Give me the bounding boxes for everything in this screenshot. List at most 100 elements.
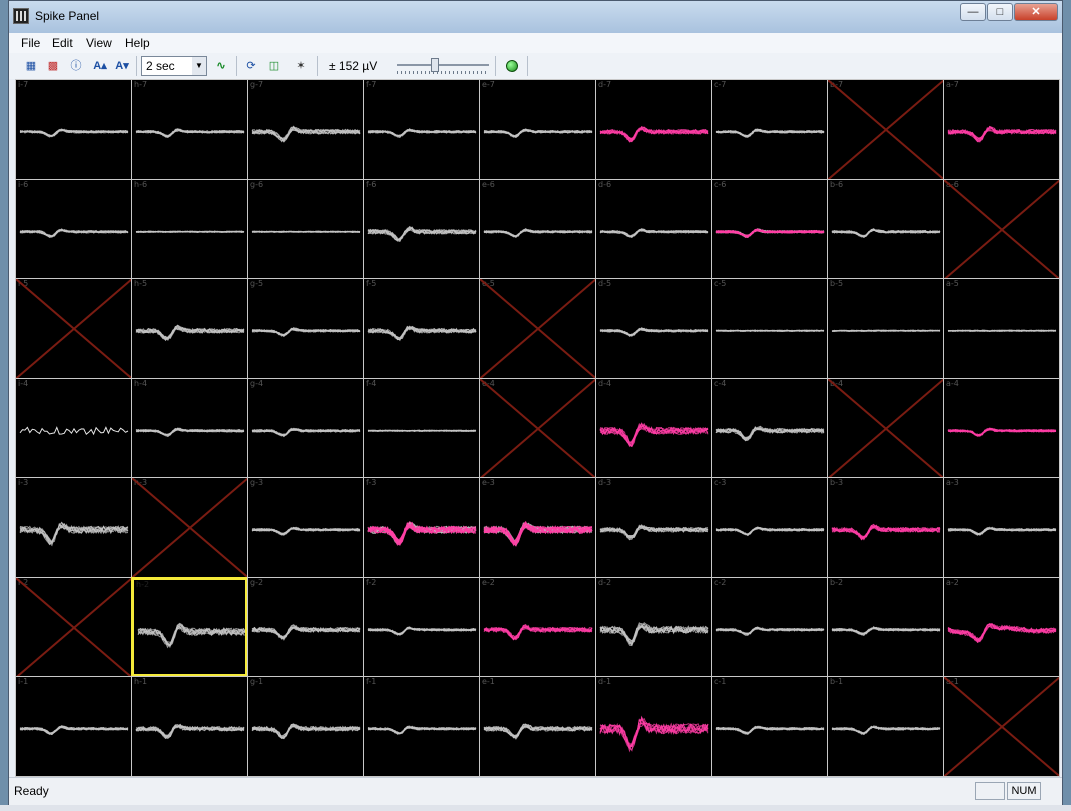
channel-cell-f-5[interactable]: f-5 [363, 278, 480, 379]
channel-cell-g-7[interactable]: g-7 [247, 79, 364, 180]
channel-label: b-1 [830, 677, 844, 687]
time-window-select[interactable]: 2 sec ▼ [141, 56, 207, 76]
color-icon[interactable]: ▩ [47, 60, 59, 72]
spike-trace [599, 716, 709, 750]
font-increase-icon[interactable]: A▴ [93, 60, 107, 72]
channel-cell-d-3[interactable]: d-3 [595, 477, 712, 578]
antenna-icon[interactable]: ✶ [296, 60, 306, 72]
channel-cell-b-6[interactable]: b-6 [827, 178, 944, 280]
channel-cell-h-5[interactable]: h-5 [131, 278, 248, 379]
sort-icon[interactable]: ◫ [268, 60, 280, 72]
disabled-x-line [828, 80, 943, 179]
channel-cell-b-3[interactable]: b-3 [827, 477, 944, 578]
channel-cell-c-7[interactable]: c-7 [711, 79, 828, 180]
run-indicator-icon[interactable] [503, 57, 521, 75]
channel-cell-d-2[interactable]: d-2 [595, 576, 712, 678]
menu-view[interactable]: View [86, 36, 112, 50]
channel-layout-icon[interactable]: ▦ [25, 60, 37, 72]
channel-cell-f-7[interactable]: f-7 [363, 79, 480, 180]
slider-thumb[interactable] [431, 58, 439, 72]
channel-cell-b-7[interactable]: b-7 [827, 79, 944, 180]
channel-cell-f-1[interactable]: f-1 [363, 676, 480, 777]
channel-cell-e-6[interactable]: e-6 [479, 178, 596, 280]
channel-cell-c-4[interactable]: c-4 [711, 377, 828, 479]
info-icon[interactable]: ⓘ [70, 60, 82, 72]
channel-cell-g-5[interactable]: g-5 [247, 278, 364, 379]
channel-cell-e-2[interactable]: e-2 [479, 576, 596, 678]
channel-cell-h-2[interactable]: h-2 [131, 576, 248, 678]
channel-cell-a-7[interactable]: a-7 [943, 79, 1060, 180]
channel-label: c-4 [714, 378, 727, 388]
channel-cell-c-5[interactable]: c-5 [711, 278, 828, 379]
channel-cell-e-1[interactable]: e-1 [479, 676, 596, 777]
channel-cell-a-1[interactable]: a-1 [943, 676, 1060, 777]
channel-cell-i-3[interactable]: i-3 [15, 477, 132, 578]
gain-slider[interactable] [397, 57, 489, 75]
channel-cell-g-3[interactable]: g-3 [247, 477, 364, 578]
channel-cell-f-4[interactable]: f-4 [363, 377, 480, 479]
minimize-button[interactable]: — [960, 3, 986, 21]
channel-cell-h-7[interactable]: h-7 [131, 79, 248, 180]
channel-cell-d-7[interactable]: d-7 [595, 79, 712, 180]
channel-cell-i-1[interactable]: i-1 [15, 676, 132, 777]
channel-cell-b-4[interactable]: b-4 [827, 377, 944, 479]
toolbar-separator [495, 56, 496, 76]
green-light-icon [506, 60, 518, 72]
channel-cell-c-2[interactable]: c-2 [711, 576, 828, 678]
waveform-icon[interactable]: ∿ [216, 60, 226, 72]
channel-cell-e-4[interactable]: e-4 [479, 377, 596, 479]
channel-cell-g-1[interactable]: g-1 [247, 676, 364, 777]
rotate-icon[interactable]: ⟳ [246, 60, 256, 72]
channel-cell-a-3[interactable]: a-3 [943, 477, 1060, 578]
channel-cell-i-7[interactable]: i-7 [15, 79, 132, 180]
channel-cell-a-6[interactable]: a-6 [943, 178, 1060, 280]
channel-cell-e-3[interactable]: e-3 [479, 477, 596, 578]
maximize-button[interactable]: □ [987, 3, 1013, 21]
channel-cell-d-6[interactable]: d-6 [595, 178, 712, 280]
menu-edit[interactable]: Edit [52, 36, 73, 50]
waveform-display [715, 726, 825, 736]
channel-cell-a-5[interactable]: a-5 [943, 278, 1060, 379]
channel-cell-b-5[interactable]: b-5 [827, 278, 944, 379]
channel-cell-h-3[interactable]: h-3 [131, 477, 248, 578]
toolbar-separator [136, 56, 137, 76]
channel-cell-d-5[interactable]: d-5 [595, 278, 712, 379]
channel-cell-h-4[interactable]: h-4 [131, 377, 248, 479]
channel-cell-f-6[interactable]: f-6 [363, 178, 480, 280]
spike-trace [135, 128, 245, 138]
title-bar[interactable]: Spike Panel — □ ✕ [9, 1, 1062, 33]
channel-cell-i-2[interactable]: i-2 [15, 576, 132, 678]
channel-cell-g-2[interactable]: g-2 [247, 576, 364, 678]
channel-cell-b-2[interactable]: b-2 [827, 576, 944, 678]
toolbar-separator [527, 56, 528, 76]
channel-cell-f-2[interactable]: f-2 [363, 576, 480, 678]
font-decrease-icon[interactable]: A▾ [115, 60, 129, 72]
waveform-display [483, 521, 593, 548]
channel-label: c-2 [714, 577, 727, 587]
menu-help[interactable]: Help [125, 36, 150, 50]
channel-cell-c-6[interactable]: c-6 [711, 178, 828, 280]
close-button[interactable]: ✕ [1014, 3, 1058, 21]
channel-cell-c-1[interactable]: c-1 [711, 676, 828, 777]
channel-cell-h-1[interactable]: h-1 [131, 676, 248, 777]
channel-cell-f-3[interactable]: f-3 [363, 477, 480, 578]
channel-cell-d-1[interactable]: d-1 [595, 676, 712, 777]
channel-cell-a-4[interactable]: a-4 [943, 377, 1060, 479]
channel-cell-g-4[interactable]: g-4 [247, 377, 364, 479]
channel-cell-a-2[interactable]: a-2 [943, 576, 1060, 678]
channel-cell-i-4[interactable]: i-4 [15, 377, 132, 479]
channel-cell-b-1[interactable]: b-1 [827, 676, 944, 777]
channel-cell-i-5[interactable]: i-5 [15, 278, 132, 379]
menu-file[interactable]: File [21, 36, 41, 50]
spike-trace [367, 129, 477, 136]
waveform-display [19, 725, 129, 736]
channel-cell-c-3[interactable]: c-3 [711, 477, 828, 578]
channel-cell-i-6[interactable]: i-6 [15, 178, 132, 280]
channel-cell-h-6[interactable]: h-6 [131, 178, 248, 280]
channel-cell-e-7[interactable]: e-7 [479, 79, 596, 180]
channel-cell-e-5[interactable]: e-5 [479, 278, 596, 379]
disabled-x-line [828, 378, 943, 478]
chevron-down-icon[interactable]: ▼ [192, 57, 206, 75]
channel-cell-g-6[interactable]: g-6 [247, 178, 364, 280]
channel-cell-d-4[interactable]: d-4 [595, 377, 712, 479]
